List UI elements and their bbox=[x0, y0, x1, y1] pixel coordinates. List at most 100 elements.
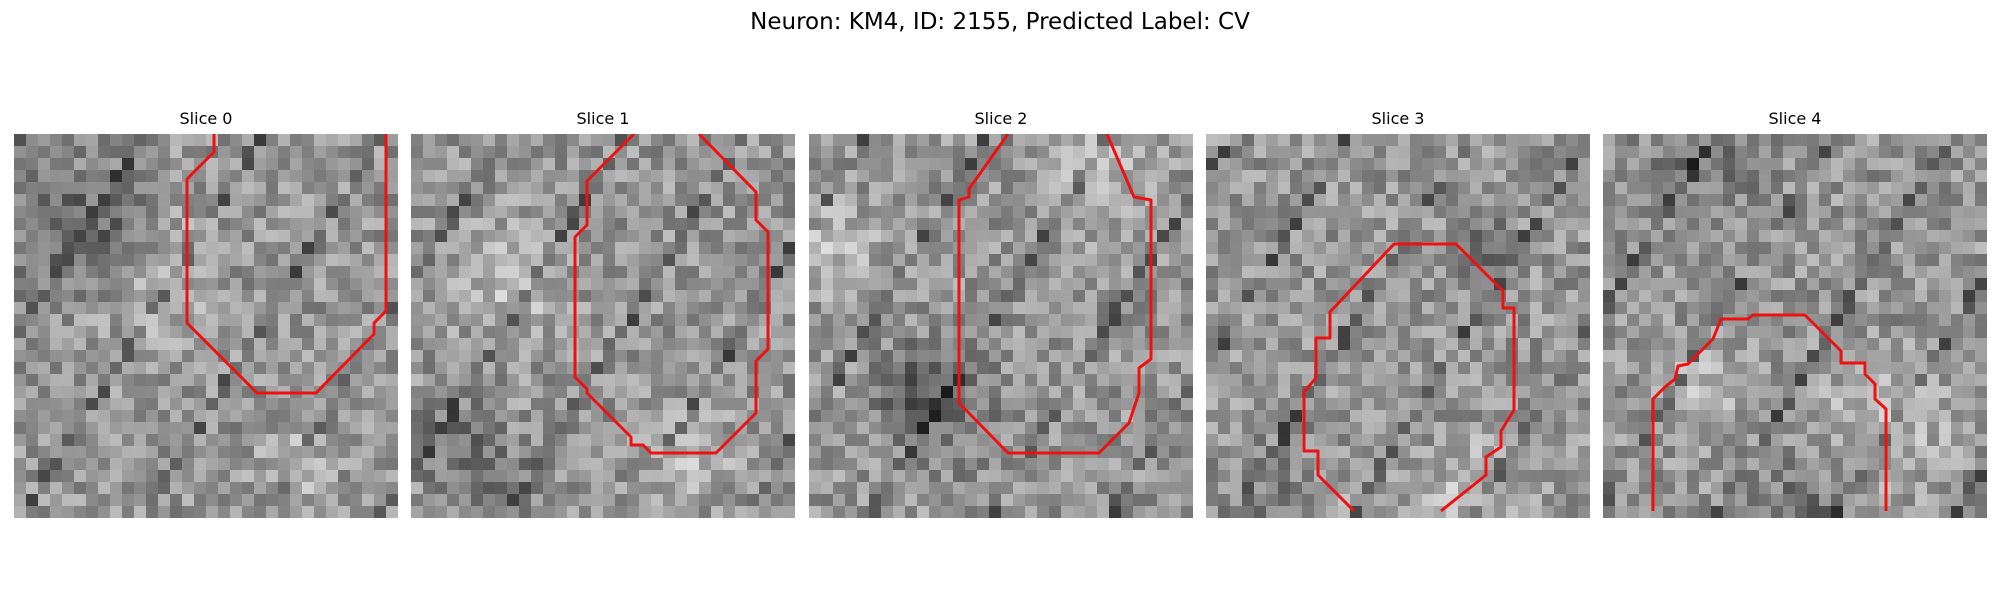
pixel bbox=[1711, 398, 1724, 411]
pixel bbox=[302, 134, 315, 147]
pixel bbox=[1446, 470, 1459, 483]
pixel bbox=[1518, 458, 1531, 471]
pixel bbox=[651, 302, 664, 315]
pixel bbox=[965, 446, 978, 459]
pixel bbox=[1013, 230, 1026, 243]
pixel bbox=[1554, 434, 1567, 447]
pixel bbox=[687, 302, 700, 315]
pixel bbox=[362, 206, 375, 219]
pixel bbox=[158, 506, 171, 518]
pixel bbox=[1530, 410, 1543, 423]
pixel bbox=[1085, 350, 1098, 363]
pixel bbox=[338, 290, 351, 303]
pixel bbox=[50, 218, 63, 231]
pixel bbox=[1807, 338, 1820, 351]
pixel bbox=[1843, 446, 1856, 459]
pixel bbox=[350, 410, 363, 423]
pixel bbox=[1458, 362, 1471, 375]
pixel bbox=[62, 242, 75, 255]
pixel bbox=[917, 302, 930, 315]
pixel bbox=[977, 206, 990, 219]
pixel bbox=[1073, 218, 1086, 231]
pixel bbox=[1374, 386, 1387, 399]
pixel bbox=[194, 326, 207, 339]
pixel bbox=[1290, 278, 1303, 291]
pixel bbox=[230, 218, 243, 231]
pixel bbox=[893, 242, 906, 255]
pixel bbox=[809, 422, 822, 435]
pixel bbox=[1061, 410, 1074, 423]
pixel bbox=[1482, 194, 1495, 207]
pixel bbox=[1542, 446, 1555, 459]
pixel bbox=[507, 242, 520, 255]
pixel bbox=[663, 374, 676, 387]
pixel bbox=[1085, 170, 1098, 183]
pixel bbox=[555, 494, 568, 507]
pixel bbox=[747, 158, 760, 171]
pixel bbox=[1073, 326, 1086, 339]
pixel bbox=[1891, 146, 1904, 159]
pixel bbox=[242, 290, 255, 303]
pixel bbox=[122, 338, 135, 351]
pixel bbox=[1951, 182, 1964, 195]
pixel bbox=[278, 146, 291, 159]
pixel bbox=[423, 194, 436, 207]
pixel bbox=[495, 134, 508, 147]
pixel bbox=[1771, 242, 1784, 255]
pixel bbox=[917, 158, 930, 171]
pixel bbox=[1951, 266, 1964, 279]
pixel bbox=[1434, 266, 1447, 279]
pixel bbox=[146, 386, 159, 399]
pixel bbox=[639, 194, 652, 207]
pixel bbox=[735, 182, 748, 195]
pixel bbox=[833, 482, 846, 495]
pixel bbox=[1314, 314, 1327, 327]
pixel bbox=[1891, 134, 1904, 147]
pixel bbox=[603, 422, 616, 435]
pixel bbox=[411, 290, 424, 303]
pixel bbox=[1181, 230, 1193, 243]
pixel bbox=[809, 362, 822, 375]
pixel bbox=[122, 302, 135, 315]
pixel bbox=[711, 458, 724, 471]
pixel bbox=[134, 410, 147, 423]
pixel bbox=[881, 242, 894, 255]
pixel bbox=[1049, 242, 1062, 255]
pixel bbox=[615, 230, 628, 243]
pixel bbox=[1218, 350, 1231, 363]
pixel bbox=[905, 170, 918, 183]
pixel bbox=[627, 506, 640, 518]
pixel bbox=[1109, 278, 1122, 291]
pixel bbox=[1494, 374, 1507, 387]
pixel bbox=[1206, 242, 1219, 255]
pixel bbox=[603, 506, 616, 518]
pixel bbox=[1073, 410, 1086, 423]
pixel bbox=[1458, 326, 1471, 339]
pixel bbox=[483, 254, 496, 267]
pixel bbox=[929, 458, 942, 471]
pixel bbox=[711, 470, 724, 483]
pixel bbox=[290, 254, 303, 267]
pixel bbox=[302, 446, 315, 459]
pixel bbox=[459, 326, 472, 339]
pixel bbox=[1891, 422, 1904, 435]
pixel bbox=[1687, 206, 1700, 219]
pixel bbox=[1506, 482, 1519, 495]
pixel bbox=[459, 170, 472, 183]
pixel bbox=[1566, 170, 1579, 183]
pixel bbox=[1578, 506, 1590, 518]
pixel bbox=[929, 314, 942, 327]
pixel bbox=[206, 446, 219, 459]
pixel bbox=[1494, 398, 1507, 411]
pixel bbox=[26, 350, 39, 363]
pixel bbox=[411, 266, 424, 279]
pixel bbox=[1903, 134, 1916, 147]
pixel bbox=[158, 302, 171, 315]
pixel bbox=[1855, 422, 1868, 435]
pixel bbox=[483, 446, 496, 459]
pixel bbox=[1121, 338, 1134, 351]
pixel bbox=[182, 470, 195, 483]
pixel bbox=[1699, 314, 1712, 327]
pixel bbox=[675, 206, 688, 219]
pixel bbox=[989, 458, 1002, 471]
